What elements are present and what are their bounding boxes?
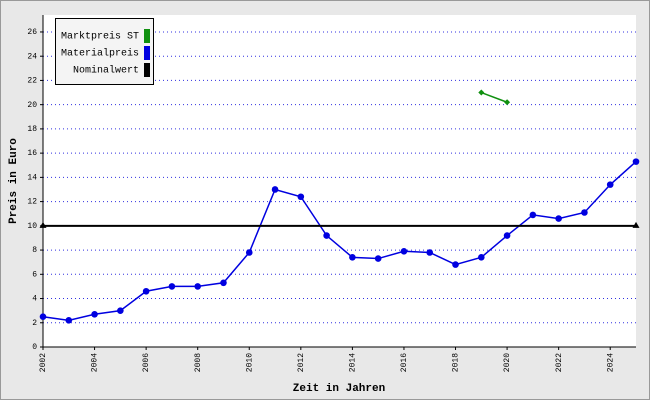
y-tick-label: 2	[32, 319, 37, 328]
legend-swatch	[144, 46, 150, 60]
marker	[632, 158, 640, 165]
marker	[478, 89, 485, 96]
y-tick-label: 10	[27, 222, 37, 231]
marker	[142, 287, 150, 295]
y-tick-label: 6	[32, 270, 37, 279]
y-tick-label: 18	[27, 125, 37, 134]
marker	[452, 261, 459, 268]
marker	[39, 313, 47, 321]
y-tick-label: 4	[32, 295, 37, 304]
y-tick-label: 22	[27, 77, 37, 86]
y-tick-label: 26	[27, 28, 37, 37]
marker	[426, 249, 434, 256]
marker	[39, 221, 47, 228]
x-tick-label: 2022	[555, 353, 564, 372]
series-line	[481, 91, 508, 103]
x-tick-label: 2020	[503, 353, 512, 372]
series-line	[42, 161, 637, 322]
x-tick-label: 2018	[452, 353, 461, 372]
y-tick-label: 14	[27, 173, 37, 182]
legend-swatch	[144, 63, 150, 77]
marker	[349, 254, 356, 261]
y-tick-label: 24	[27, 52, 37, 61]
x-axis-label: Zeit in Jahren	[293, 383, 385, 395]
y-tick-label: 12	[27, 198, 37, 207]
x-tick-label: 2008	[194, 353, 203, 372]
marker	[117, 307, 124, 314]
marker	[529, 211, 537, 219]
x-tick-label: 2024	[606, 353, 615, 372]
y-tick-label: 8	[32, 246, 37, 255]
marker	[503, 232, 511, 239]
x-tick-label: 2010	[245, 353, 254, 372]
marker	[297, 193, 305, 201]
marker	[606, 181, 614, 188]
legend: Marktpreis ST Materialpreis Nominalwert	[55, 18, 154, 85]
legend-swatch	[144, 29, 150, 43]
x-tick-label: 2012	[297, 353, 306, 372]
marker	[194, 283, 201, 290]
legend-label: Marktpreis ST	[61, 31, 139, 43]
marker	[323, 232, 330, 239]
y-tick-label: 16	[27, 149, 37, 158]
x-tick-label: 2004	[91, 353, 100, 372]
marker	[632, 221, 640, 228]
marker	[168, 283, 176, 290]
marker	[400, 247, 408, 255]
y-tick-label: 20	[27, 101, 37, 110]
x-tick-label: 2014	[349, 353, 358, 372]
x-tick-label: 2016	[400, 353, 409, 372]
marker	[478, 254, 485, 261]
marker	[91, 310, 98, 318]
x-tick-label: 2006	[142, 353, 151, 372]
marker	[271, 186, 279, 193]
marker	[555, 215, 562, 222]
marker	[374, 255, 382, 262]
marker	[245, 249, 253, 256]
marker	[65, 317, 73, 324]
legend-label: Nominalwert	[73, 65, 139, 77]
marker	[581, 209, 588, 216]
x-tick-label: 2002	[39, 353, 48, 372]
legend-label: Materialpreis	[61, 48, 139, 60]
marker	[220, 279, 227, 287]
y-axis-label: Preis in Euro	[8, 138, 20, 224]
legend-box	[55, 18, 154, 85]
y-tick-label: 0	[32, 343, 37, 352]
marker	[504, 99, 511, 106]
